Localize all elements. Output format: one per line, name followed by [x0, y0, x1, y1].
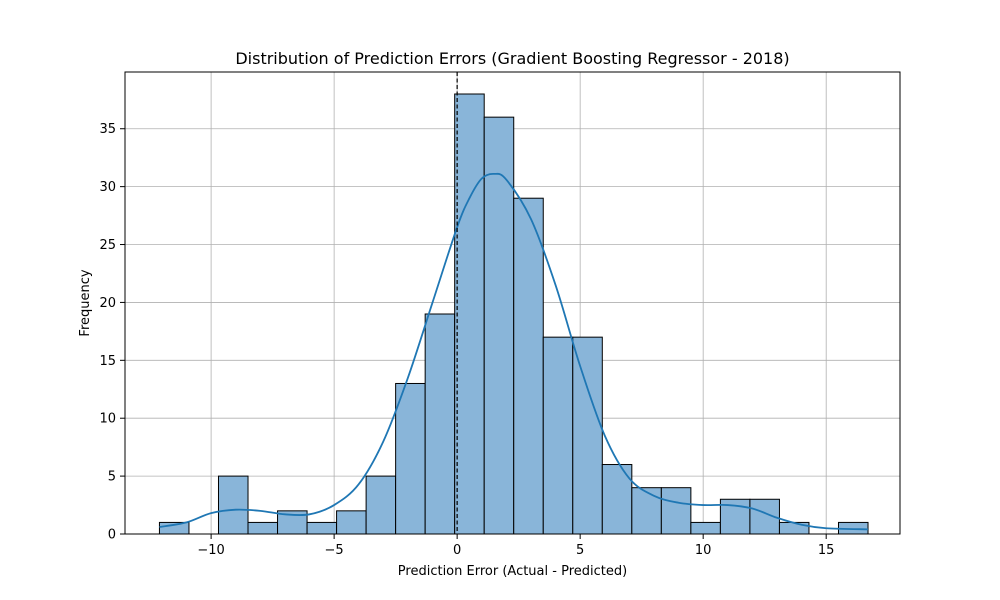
y-tick-label: 25 — [99, 238, 116, 253]
histogram-bar — [424, 313, 456, 535]
histogram-bar — [247, 521, 279, 535]
histogram-bar — [454, 93, 485, 535]
ticks-layer: −10 −5 0 5 10 15 0 5 10 15 20 25 30 35 — [99, 122, 834, 558]
y-axis-label: Frequency — [78, 269, 93, 336]
histogram-bar — [365, 475, 397, 535]
bars-layer — [158, 93, 869, 535]
histogram-bar — [778, 521, 810, 535]
y-tick-label: 5 — [108, 470, 116, 485]
x-tick-label: −5 — [325, 543, 344, 558]
x-tick-label: 15 — [818, 543, 835, 558]
histogram-bar — [217, 475, 249, 535]
histogram-bar — [395, 382, 426, 535]
plot-frame — [124, 71, 901, 535]
y-tick-label: 10 — [99, 412, 116, 427]
x-tick-label: 10 — [695, 543, 712, 558]
x-tick-label: −10 — [197, 543, 224, 558]
histogram-bar — [483, 116, 515, 535]
y-tick-label: 35 — [99, 122, 116, 137]
histogram-bar — [306, 521, 338, 535]
y-tick-label: 0 — [108, 528, 116, 543]
histogram-bar — [660, 487, 692, 535]
y-tick-label: 20 — [99, 296, 116, 311]
x-tick-label: 5 — [576, 543, 584, 558]
histogram-bar — [631, 487, 662, 535]
x-axis-label: Prediction Error (Actual - Predicted) — [398, 564, 627, 579]
histogram-bar — [513, 197, 544, 535]
histogram-bar — [572, 336, 603, 535]
kde-layer — [159, 172, 869, 531]
histogram-bar — [542, 336, 574, 535]
chart-title: Distribution of Prediction Errors (Gradi… — [235, 49, 789, 68]
histogram-bar — [336, 510, 367, 535]
histogram-bar — [690, 521, 721, 535]
x-tick-label: 0 — [453, 543, 461, 558]
y-tick-label: 30 — [99, 180, 116, 195]
y-tick-label: 15 — [99, 354, 116, 369]
kde-curve — [159, 172, 869, 531]
